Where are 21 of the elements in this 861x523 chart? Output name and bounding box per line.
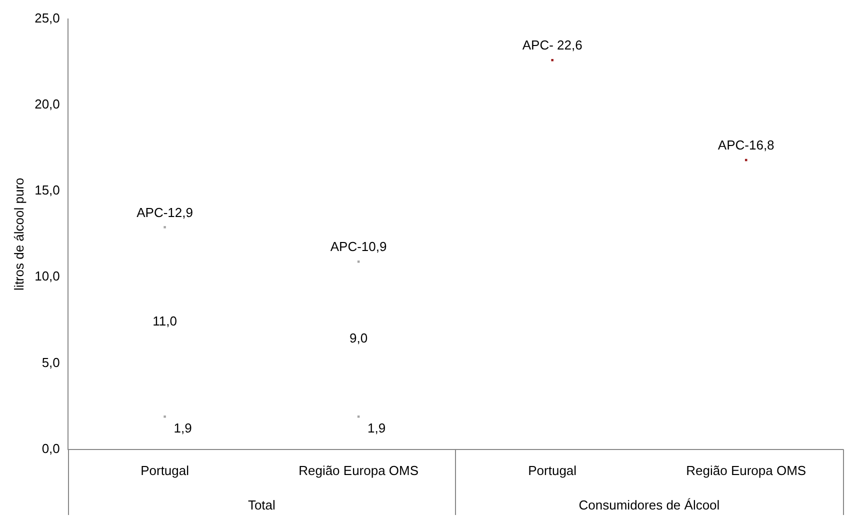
y-tick-label: 15,0 <box>34 182 60 198</box>
y-tick-label: 20,0 <box>34 96 60 112</box>
data-label: APC-12,9 <box>136 204 193 220</box>
y-tick-label: 10,0 <box>34 268 60 284</box>
annotation: 11,0 <box>152 314 177 329</box>
data-label: 1,9 <box>368 420 386 436</box>
x-tick-label: Portugal <box>140 462 190 478</box>
annotation: 9,0 <box>350 330 368 346</box>
x-tick-label: Região Europa OMS <box>298 462 419 478</box>
text: Consumidores de Álcool <box>578 498 720 513</box>
y-tick-label: 0,0 <box>42 440 60 456</box>
x-tick-label: Região Europa OMS <box>686 462 806 478</box>
y-tick-label: 5,0 <box>42 354 60 370</box>
data-label: APC-10,9 <box>330 239 387 254</box>
y-tick-label: 25,0 <box>34 10 60 26</box>
data-label: APC-16,8 <box>718 138 774 153</box>
x-tick-label: Portugal <box>528 462 577 478</box>
y-axis-title: litros de álcool puro <box>11 178 26 290</box>
data-label: 1,9 <box>174 420 192 436</box>
data-label: APC- 22,6 <box>522 38 582 53</box>
text: Total <box>248 498 276 513</box>
